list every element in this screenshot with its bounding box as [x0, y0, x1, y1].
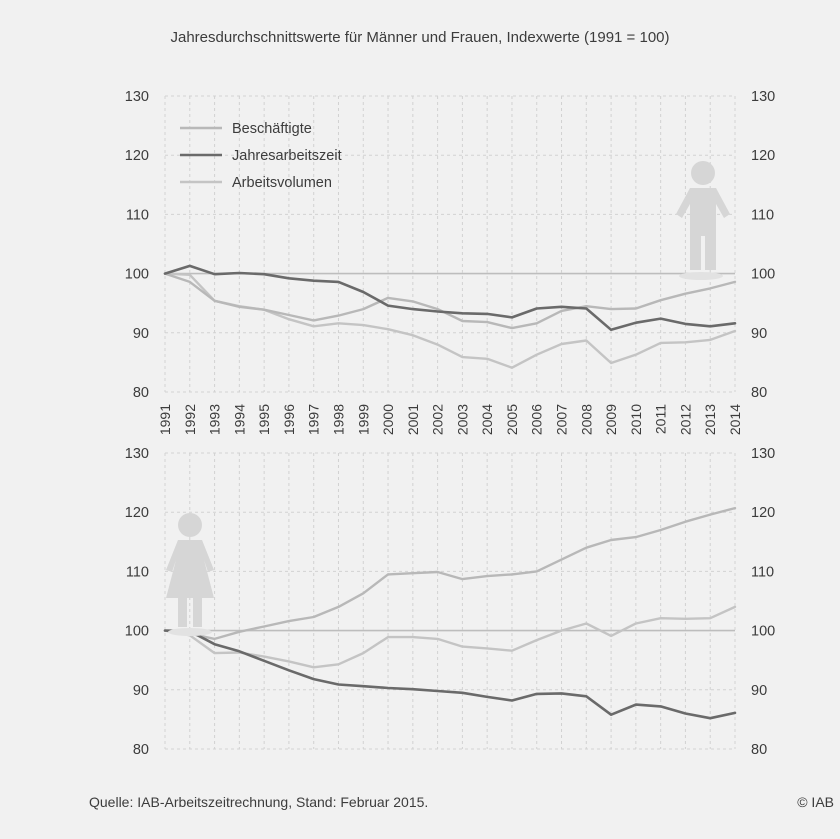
y-tick-label-right: 100 [751, 624, 775, 640]
y-tick-label-right: 90 [751, 683, 767, 699]
y-tick-label-right: 130 [751, 89, 775, 105]
y-tick-label-right: 130 [751, 446, 775, 462]
series-layer [163, 264, 737, 720]
y-tick-label-left: 130 [125, 446, 149, 462]
y-tick-label-left: 110 [126, 564, 149, 580]
y-tick-label-left: 100 [125, 624, 149, 640]
x-tick-label: 2006 [529, 404, 545, 435]
y-tick-label-right: 110 [751, 207, 774, 223]
legend-label-beschaeftigte: Beschäftigte [232, 121, 312, 137]
x-tick-label: 1993 [207, 404, 223, 435]
legend-label-arbeitsvolumen: Arbeitsvolumen [232, 175, 332, 191]
source-note: Quelle: IAB-Arbeitszeitrechnung, Stand: … [89, 794, 428, 810]
x-tick-label: 2002 [430, 404, 446, 435]
y-tick-label-right: 80 [751, 385, 767, 401]
axes-layer: 80 80 90 90 100 100 110 110 120 120 130 130 80 80 90 90… [125, 89, 775, 758]
y-tick-label-right: 90 [751, 326, 767, 342]
series-line-beschaeftigte [163, 272, 737, 330]
x-tick-label: 1994 [231, 404, 247, 435]
x-tick-label: 2012 [677, 404, 693, 435]
y-tick-label-right: 80 [751, 742, 767, 758]
y-tick-label-left: 100 [125, 267, 149, 283]
x-tick-labels: 1991 1992 1993 1994 1995 1996 1997 1998 1999 2000… [157, 404, 743, 435]
x-tick-label: 2008 [578, 404, 594, 435]
x-tick-label: 1991 [157, 404, 173, 435]
x-tick-label: 2004 [479, 404, 495, 435]
y-tick-label-left: 120 [125, 148, 149, 164]
x-tick-label: 1999 [355, 404, 371, 435]
series-line-beschaeftigte [163, 506, 737, 641]
x-tick-label: 2009 [603, 404, 619, 435]
x-tick-label: 2003 [454, 404, 470, 435]
y-tick-label-left: 130 [125, 89, 149, 105]
x-tick-label: 1996 [281, 404, 297, 435]
y-tick-label-right: 100 [751, 267, 775, 283]
legend-label-jahresarbeitszeit: Jahresarbeitszeit [232, 148, 342, 164]
legend: Beschäftigte Jahresarbeitszeit Arbeitsvo… [180, 121, 342, 191]
man-figure-icon [676, 161, 730, 280]
y-tick-label-left: 90 [133, 683, 149, 699]
y-tick-label-right: 120 [751, 148, 775, 164]
chart-subtitle: Jahresdurchschnittswerte für Männer und … [170, 29, 669, 46]
y-tick-label-right: 120 [751, 505, 775, 521]
x-tick-label: 1992 [182, 404, 198, 435]
woman-figure-icon [166, 513, 214, 636]
series-line-jahresarbeitszeit [163, 264, 737, 332]
x-tick-label: 2014 [727, 404, 743, 435]
x-tick-label: 1997 [306, 404, 322, 435]
y-tick-label-left: 120 [125, 505, 149, 521]
x-tick-label: 2011 [653, 404, 669, 434]
x-tick-label: 2007 [554, 404, 570, 435]
x-tick-label: 2000 [380, 404, 396, 435]
x-tick-label: 1998 [331, 404, 347, 435]
series-line-jahresarbeitszeit [163, 629, 737, 720]
copyright-note: © IAB [797, 794, 834, 810]
x-tick-label: 2013 [702, 404, 718, 435]
x-tick-label: 1995 [256, 404, 272, 435]
grid-layer [164, 95, 736, 750]
y-tick-label-right: 110 [751, 564, 774, 580]
x-tick-label: 2001 [405, 404, 421, 435]
y-tick-label-left: 110 [126, 207, 149, 223]
x-tick-label: 2010 [628, 404, 644, 435]
y-tick-label-left: 90 [133, 326, 149, 342]
x-tick-label: 2005 [504, 404, 520, 435]
y-tick-label-left: 80 [133, 385, 149, 401]
y-tick-label-left: 80 [133, 742, 149, 758]
series-line-arbeitsvolumen [163, 605, 737, 669]
